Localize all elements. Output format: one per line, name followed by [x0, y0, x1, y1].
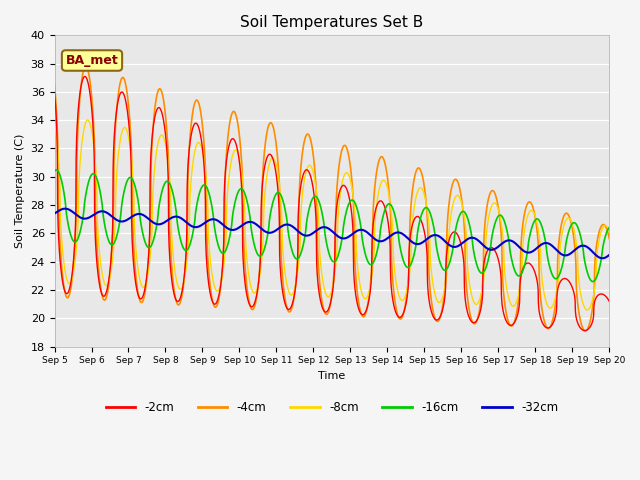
Text: BA_met: BA_met — [66, 54, 118, 67]
X-axis label: Time: Time — [318, 371, 346, 381]
Legend: -2cm, -4cm, -8cm, -16cm, -32cm: -2cm, -4cm, -8cm, -16cm, -32cm — [101, 396, 563, 419]
Title: Soil Temperatures Set B: Soil Temperatures Set B — [240, 15, 424, 30]
Y-axis label: Soil Temperature (C): Soil Temperature (C) — [15, 134, 25, 248]
